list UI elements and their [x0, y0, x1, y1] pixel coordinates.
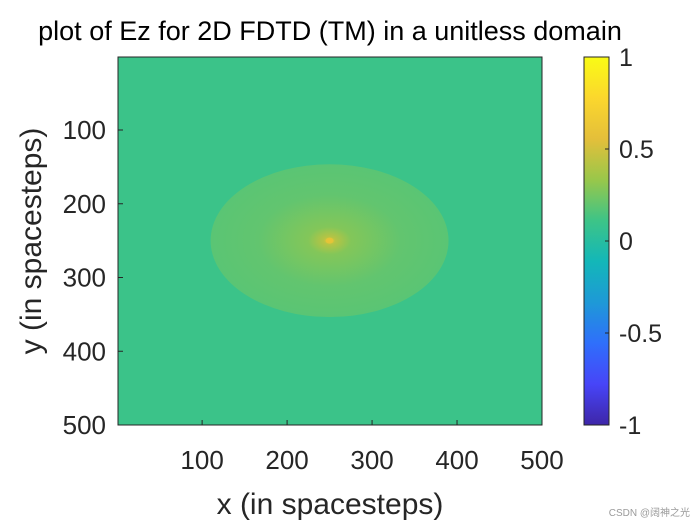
y-tick-label: 400 — [63, 336, 106, 366]
colorbar-tick-label: -1 — [619, 412, 641, 440]
x-tick-label: 500 — [520, 445, 563, 475]
y-tick-label: 500 — [63, 410, 106, 440]
colorbar-ticks: 1 0.5 0 -0.5 -1 — [605, 44, 662, 440]
plot-area — [117, 56, 543, 426]
field-source-point — [325, 237, 334, 244]
x-axis-label: x (in spacesteps) — [217, 488, 444, 521]
x-axis: 100 200 300 400 500 — [180, 420, 564, 475]
colorbar-tick-label: 0 — [619, 228, 633, 256]
colorbar-tick-label: 0.5 — [619, 136, 654, 164]
y-axis: 100 200 300 400 500 — [63, 115, 123, 440]
x-tick-label: 300 — [350, 445, 393, 475]
y-tick-label: 200 — [63, 189, 106, 219]
y-axis-label: y (in spacesteps) — [15, 128, 48, 355]
colorbar-tick-label: 1 — [619, 44, 633, 72]
chart-title: plot of Ez for 2D FDTD (TM) in a unitles… — [38, 16, 622, 46]
y-tick-label: 100 — [63, 115, 106, 145]
x-tick-label: 400 — [435, 445, 478, 475]
watermark: CSDN @阔神之光 — [609, 506, 690, 519]
x-tick-label: 100 — [180, 445, 223, 475]
x-tick-label: 200 — [265, 445, 308, 475]
colorbar-tick-label: -0.5 — [619, 320, 662, 348]
colorbar: 1 0.5 0 -0.5 -1 — [583, 44, 662, 440]
plot-frame — [117, 56, 543, 426]
colorbar-bar — [583, 56, 610, 426]
y-tick-label: 300 — [63, 263, 106, 293]
